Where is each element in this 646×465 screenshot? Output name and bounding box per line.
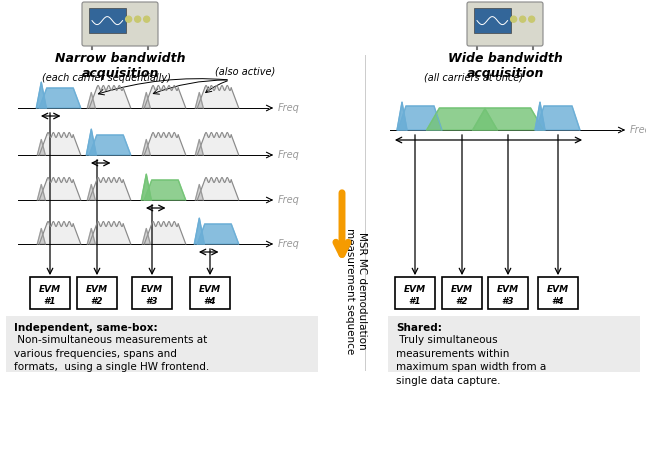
FancyBboxPatch shape (388, 316, 640, 372)
Polygon shape (194, 218, 204, 244)
FancyBboxPatch shape (82, 2, 158, 46)
Polygon shape (89, 88, 130, 108)
Text: MSR MC demodulation
measurement sequence: MSR MC demodulation measurement sequence (345, 228, 367, 354)
Polygon shape (535, 102, 545, 130)
Polygon shape (144, 224, 186, 244)
Text: (each carrier sequentially): (each carrier sequentially) (42, 73, 171, 83)
Text: Shared:: Shared: (396, 323, 442, 333)
Text: Freq: Freq (278, 239, 300, 249)
Text: EVM: EVM (497, 285, 519, 293)
Polygon shape (37, 228, 45, 244)
Polygon shape (144, 135, 186, 155)
Polygon shape (197, 224, 239, 244)
Text: EVM: EVM (141, 285, 163, 293)
FancyBboxPatch shape (89, 8, 125, 33)
Text: EVM: EVM (39, 285, 61, 293)
Text: EVM: EVM (547, 285, 569, 293)
Text: #3: #3 (146, 297, 158, 306)
FancyBboxPatch shape (488, 277, 528, 309)
Text: #4: #4 (203, 297, 216, 306)
Polygon shape (39, 224, 81, 244)
Text: #4: #4 (552, 297, 564, 306)
Polygon shape (473, 108, 543, 130)
Text: #1: #1 (44, 297, 56, 306)
Text: #1: #1 (409, 297, 421, 306)
Polygon shape (37, 185, 45, 200)
Polygon shape (142, 228, 151, 244)
Polygon shape (89, 180, 130, 200)
Polygon shape (197, 135, 239, 155)
Polygon shape (89, 135, 130, 155)
Polygon shape (195, 140, 203, 155)
Polygon shape (536, 106, 580, 130)
Text: #2: #2 (90, 297, 103, 306)
Circle shape (528, 16, 535, 22)
Text: Truly simultaneous
measurements within
maximum span width from a
single data cap: Truly simultaneous measurements within m… (396, 335, 547, 386)
Polygon shape (89, 224, 130, 244)
Text: EVM: EVM (404, 285, 426, 293)
Polygon shape (195, 185, 203, 200)
Circle shape (125, 16, 132, 22)
Polygon shape (87, 129, 96, 155)
FancyBboxPatch shape (395, 277, 435, 309)
Polygon shape (87, 185, 96, 200)
Text: EVM: EVM (86, 285, 108, 293)
Polygon shape (144, 180, 186, 200)
FancyBboxPatch shape (538, 277, 578, 309)
FancyBboxPatch shape (190, 277, 230, 309)
Polygon shape (397, 102, 407, 130)
Text: Freq: Freq (278, 150, 300, 160)
Polygon shape (398, 106, 442, 130)
FancyBboxPatch shape (77, 277, 117, 309)
Text: Narrow bandwidth
acquisition: Narrow bandwidth acquisition (55, 52, 185, 80)
Polygon shape (197, 88, 239, 108)
Polygon shape (87, 228, 96, 244)
Circle shape (519, 16, 526, 22)
Polygon shape (39, 180, 81, 200)
Text: Independent, same-box:: Independent, same-box: (14, 323, 158, 333)
FancyBboxPatch shape (467, 2, 543, 46)
FancyBboxPatch shape (6, 316, 318, 372)
FancyBboxPatch shape (132, 277, 172, 309)
Text: #3: #3 (502, 297, 514, 306)
Text: Non-simultaneous measurements at
various frequencies, spans and
formats,  using : Non-simultaneous measurements at various… (14, 335, 209, 372)
Polygon shape (142, 93, 151, 108)
Polygon shape (197, 180, 239, 200)
FancyBboxPatch shape (474, 8, 510, 33)
Text: Wide bandwidth
acquisition: Wide bandwidth acquisition (448, 52, 563, 80)
Text: EVM: EVM (451, 285, 473, 293)
Text: Freq: Freq (278, 195, 300, 205)
Text: (also active): (also active) (215, 67, 275, 77)
Polygon shape (141, 174, 151, 200)
Polygon shape (39, 88, 81, 108)
Polygon shape (37, 140, 45, 155)
FancyBboxPatch shape (442, 277, 482, 309)
Polygon shape (195, 93, 203, 108)
Text: (all carriers at once): (all carriers at once) (424, 73, 523, 83)
Text: Freq: Freq (278, 103, 300, 113)
Polygon shape (39, 135, 81, 155)
Text: Freq: Freq (630, 125, 646, 135)
Text: #2: #2 (455, 297, 468, 306)
Polygon shape (426, 108, 497, 130)
Circle shape (143, 16, 150, 22)
Polygon shape (142, 140, 151, 155)
Polygon shape (87, 93, 96, 108)
Circle shape (510, 16, 517, 22)
FancyBboxPatch shape (30, 277, 70, 309)
Circle shape (134, 16, 141, 22)
Polygon shape (144, 88, 186, 108)
Text: EVM: EVM (199, 285, 221, 293)
Polygon shape (36, 82, 47, 108)
